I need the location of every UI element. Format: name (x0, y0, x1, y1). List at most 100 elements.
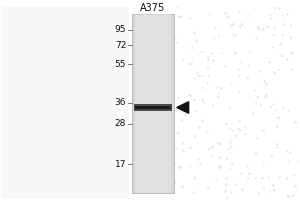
Point (175, 41, 179, 44)
Point (275, 146, 280, 149)
Point (215, 86, 220, 89)
Point (237, 120, 242, 123)
Point (192, 98, 197, 102)
Point (213, 26, 218, 29)
Text: 95: 95 (115, 25, 126, 34)
Point (197, 126, 202, 129)
Point (271, 184, 276, 187)
Point (172, 163, 177, 166)
Point (289, 51, 294, 54)
Point (266, 176, 271, 179)
Point (289, 24, 294, 27)
Point (172, 180, 177, 184)
Point (176, 15, 181, 18)
Point (228, 168, 233, 171)
Point (198, 162, 203, 165)
Text: 36: 36 (115, 98, 126, 107)
Point (243, 133, 248, 136)
Point (186, 93, 191, 97)
Point (285, 58, 290, 61)
Point (262, 80, 267, 83)
Point (194, 109, 199, 112)
Point (268, 13, 273, 17)
Point (206, 74, 211, 77)
Point (176, 97, 180, 100)
Point (175, 6, 180, 9)
Point (236, 127, 241, 131)
Text: A375: A375 (140, 3, 166, 13)
Point (256, 26, 260, 29)
Point (226, 148, 231, 151)
Point (206, 55, 211, 58)
Point (214, 178, 219, 181)
Point (217, 164, 222, 167)
Point (206, 66, 210, 69)
Point (281, 14, 286, 17)
Point (197, 74, 202, 78)
Point (201, 75, 206, 78)
Point (246, 14, 251, 18)
Point (289, 36, 293, 39)
Point (240, 23, 244, 26)
Point (225, 197, 230, 200)
Point (173, 36, 178, 39)
Point (269, 17, 274, 20)
Point (291, 194, 296, 197)
Point (245, 165, 250, 168)
Point (237, 68, 242, 71)
Point (193, 77, 197, 80)
Point (177, 166, 182, 169)
Point (191, 191, 196, 194)
Point (210, 146, 215, 149)
Point (190, 60, 195, 63)
Point (194, 40, 199, 43)
Point (231, 23, 236, 26)
Point (282, 23, 287, 26)
Point (238, 60, 243, 64)
Bar (135, 14, 171, 193)
Point (261, 164, 266, 167)
Point (260, 177, 265, 180)
Polygon shape (177, 102, 189, 113)
Point (192, 31, 197, 34)
Point (285, 195, 290, 198)
Point (206, 58, 211, 61)
Point (229, 82, 234, 85)
Point (245, 76, 250, 80)
Point (281, 106, 286, 109)
Point (243, 126, 248, 129)
Point (263, 96, 268, 99)
Point (237, 91, 242, 94)
Point (225, 16, 230, 19)
Point (273, 6, 278, 9)
Point (180, 142, 185, 145)
Point (258, 103, 263, 107)
Point (246, 177, 250, 180)
Point (261, 28, 266, 31)
Point (218, 165, 222, 169)
Point (246, 64, 251, 67)
Point (183, 113, 188, 116)
Point (272, 26, 277, 29)
Point (285, 13, 290, 16)
Point (240, 188, 245, 191)
Point (237, 74, 242, 77)
Point (274, 109, 279, 112)
Point (224, 177, 229, 180)
Point (223, 65, 228, 68)
Point (200, 98, 205, 102)
Point (232, 52, 237, 55)
Point (176, 131, 181, 134)
Point (223, 12, 228, 15)
Point (268, 190, 272, 193)
Point (231, 33, 236, 36)
Point (238, 25, 243, 28)
Point (202, 101, 206, 104)
Bar (2, 7, 129, 199)
Point (228, 127, 232, 130)
Point (219, 87, 224, 90)
Point (229, 191, 234, 194)
Point (210, 52, 215, 55)
Point (285, 177, 290, 180)
Point (293, 121, 298, 124)
